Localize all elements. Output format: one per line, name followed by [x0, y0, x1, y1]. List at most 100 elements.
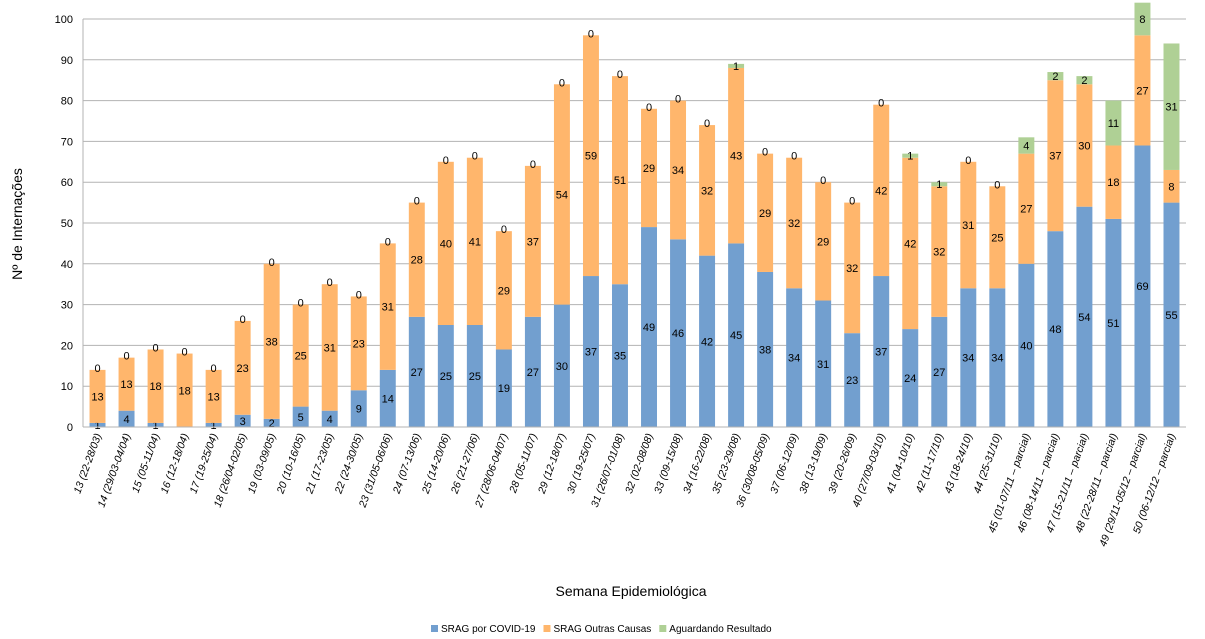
- y-tick-label: 60: [61, 177, 73, 189]
- bar-segment-series-2: [1105, 100, 1122, 146]
- data-label: 25: [295, 351, 307, 363]
- data-label: 0: [385, 236, 391, 248]
- data-label: 0: [617, 69, 623, 81]
- x-tick-label: 35 (23-29/08): [710, 432, 743, 495]
- bar-segment-series-2: [1076, 76, 1093, 85]
- legend-swatch: [431, 625, 438, 632]
- bar-segment-series-0: [321, 410, 338, 427]
- data-label: 27: [411, 367, 423, 379]
- data-label: 25: [991, 232, 1003, 244]
- x-tick-label: 43 (18-24/10): [942, 432, 975, 495]
- data-label: 11: [1108, 118, 1119, 130]
- legend-swatch: [543, 625, 551, 632]
- data-label: 18: [149, 381, 161, 393]
- data-label: 2: [269, 418, 275, 430]
- data-label: 0: [965, 155, 971, 167]
- x-tick-label: 16 (12-18/04): [159, 432, 192, 495]
- data-label: 40: [1020, 340, 1032, 352]
- bar-segment-series-0: [524, 316, 541, 427]
- data-label: 49: [643, 322, 655, 334]
- data-label: 8: [1168, 181, 1174, 193]
- x-tick-label: 32 (02-08/08): [623, 432, 656, 495]
- bar-segment-series-0: [670, 239, 687, 427]
- data-label: 4: [327, 414, 333, 426]
- data-label: 0: [327, 277, 333, 289]
- data-label: 0: [298, 298, 304, 310]
- bar-segment-series-0: [147, 422, 164, 427]
- data-label: 13: [91, 391, 103, 403]
- x-tick-label: 21 (17-23/05): [303, 432, 336, 496]
- data-label: 0: [269, 257, 275, 269]
- data-label: 0: [182, 347, 188, 359]
- bar-segment-series-1: [699, 125, 716, 256]
- data-label: 1: [733, 61, 739, 73]
- data-label: 1: [94, 420, 100, 432]
- bar-segment-series-1: [989, 186, 1006, 289]
- bar-segment-series-1: [118, 357, 135, 411]
- bar-segment-series-1: [1047, 80, 1064, 232]
- data-label: 0: [356, 289, 362, 301]
- data-label: 0: [675, 94, 681, 106]
- y-tick-label: 70: [61, 136, 73, 148]
- bar-segment-series-2: [1047, 72, 1064, 81]
- x-tick-label: 34 (16-22/08): [681, 432, 714, 495]
- y-tick-label: 40: [61, 259, 73, 271]
- bar-segment-series-0: [89, 422, 106, 427]
- data-label: 2: [1052, 71, 1058, 83]
- data-label: 0: [849, 196, 855, 208]
- x-tick-label: 15 (05-11/04): [130, 432, 163, 495]
- x-tick-label: 28 (05-11/07): [507, 432, 540, 496]
- x-tick-label: 37 (06-12/09): [768, 432, 801, 495]
- bar-segment-series-0: [612, 284, 628, 427]
- data-label: 0: [443, 155, 449, 167]
- data-label: 32: [701, 185, 713, 197]
- data-label: 31: [382, 302, 394, 314]
- data-label: 31: [1165, 102, 1177, 114]
- bar-segment-series-0: [815, 300, 832, 427]
- bar-segment-series-1: [379, 243, 396, 370]
- bar-segment-series-0: [902, 329, 919, 427]
- bar-segment-series-1: [960, 161, 977, 289]
- x-tick-label: 22 (24-30/05): [332, 432, 365, 496]
- x-tick-label: 20 (10-16/05): [274, 432, 307, 496]
- data-label: 34: [962, 353, 974, 365]
- data-label: 27: [933, 367, 945, 379]
- data-label: 51: [1107, 318, 1119, 330]
- data-label: 34: [788, 353, 800, 365]
- data-label: 0: [588, 28, 594, 40]
- bar-segment-series-0: [1076, 206, 1093, 427]
- bar-segment-series-1: [350, 296, 367, 391]
- bar-segment-series-1: [612, 76, 628, 285]
- data-label: 2: [1081, 75, 1087, 87]
- data-label: 0: [414, 196, 420, 208]
- data-label: 32: [788, 218, 800, 230]
- bar-segment-series-1: [553, 84, 570, 305]
- data-label: 27: [527, 367, 539, 379]
- data-label: 46: [672, 328, 684, 340]
- data-label: 32: [933, 247, 945, 259]
- bar-segment-series-0: [466, 325, 483, 427]
- data-label: 3: [240, 416, 246, 428]
- bar-segment-series-1: [670, 100, 687, 240]
- bar-segment-series-0: [234, 414, 251, 427]
- data-label: 0: [240, 314, 246, 326]
- data-label: 31: [962, 220, 974, 232]
- bar-segment-series-0: [873, 276, 890, 427]
- data-label: 29: [643, 163, 655, 175]
- bar-segment-series-0: [641, 227, 657, 427]
- x-tick-label: 30 (19-25/07): [565, 432, 598, 495]
- y-tick-label: 100: [55, 14, 73, 26]
- data-label: 0: [820, 175, 826, 187]
- bar-segment-series-0: [728, 243, 745, 427]
- bar-segment-series-1: [205, 369, 222, 423]
- bar-segment-series-1: [902, 157, 919, 330]
- bar-segment-series-1: [147, 349, 164, 423]
- data-label: 69: [1136, 281, 1148, 293]
- data-label: 27: [1136, 85, 1148, 97]
- bars: 1130413011801801130323023805250431092301…: [89, 2, 1180, 432]
- data-label: 29: [817, 236, 829, 248]
- data-label: 42: [701, 336, 713, 348]
- x-tick-label: 25 (14-20/06): [419, 432, 452, 496]
- legend-label: SRAG Outras Causas: [553, 624, 651, 635]
- bar-segment-series-1: [263, 263, 280, 419]
